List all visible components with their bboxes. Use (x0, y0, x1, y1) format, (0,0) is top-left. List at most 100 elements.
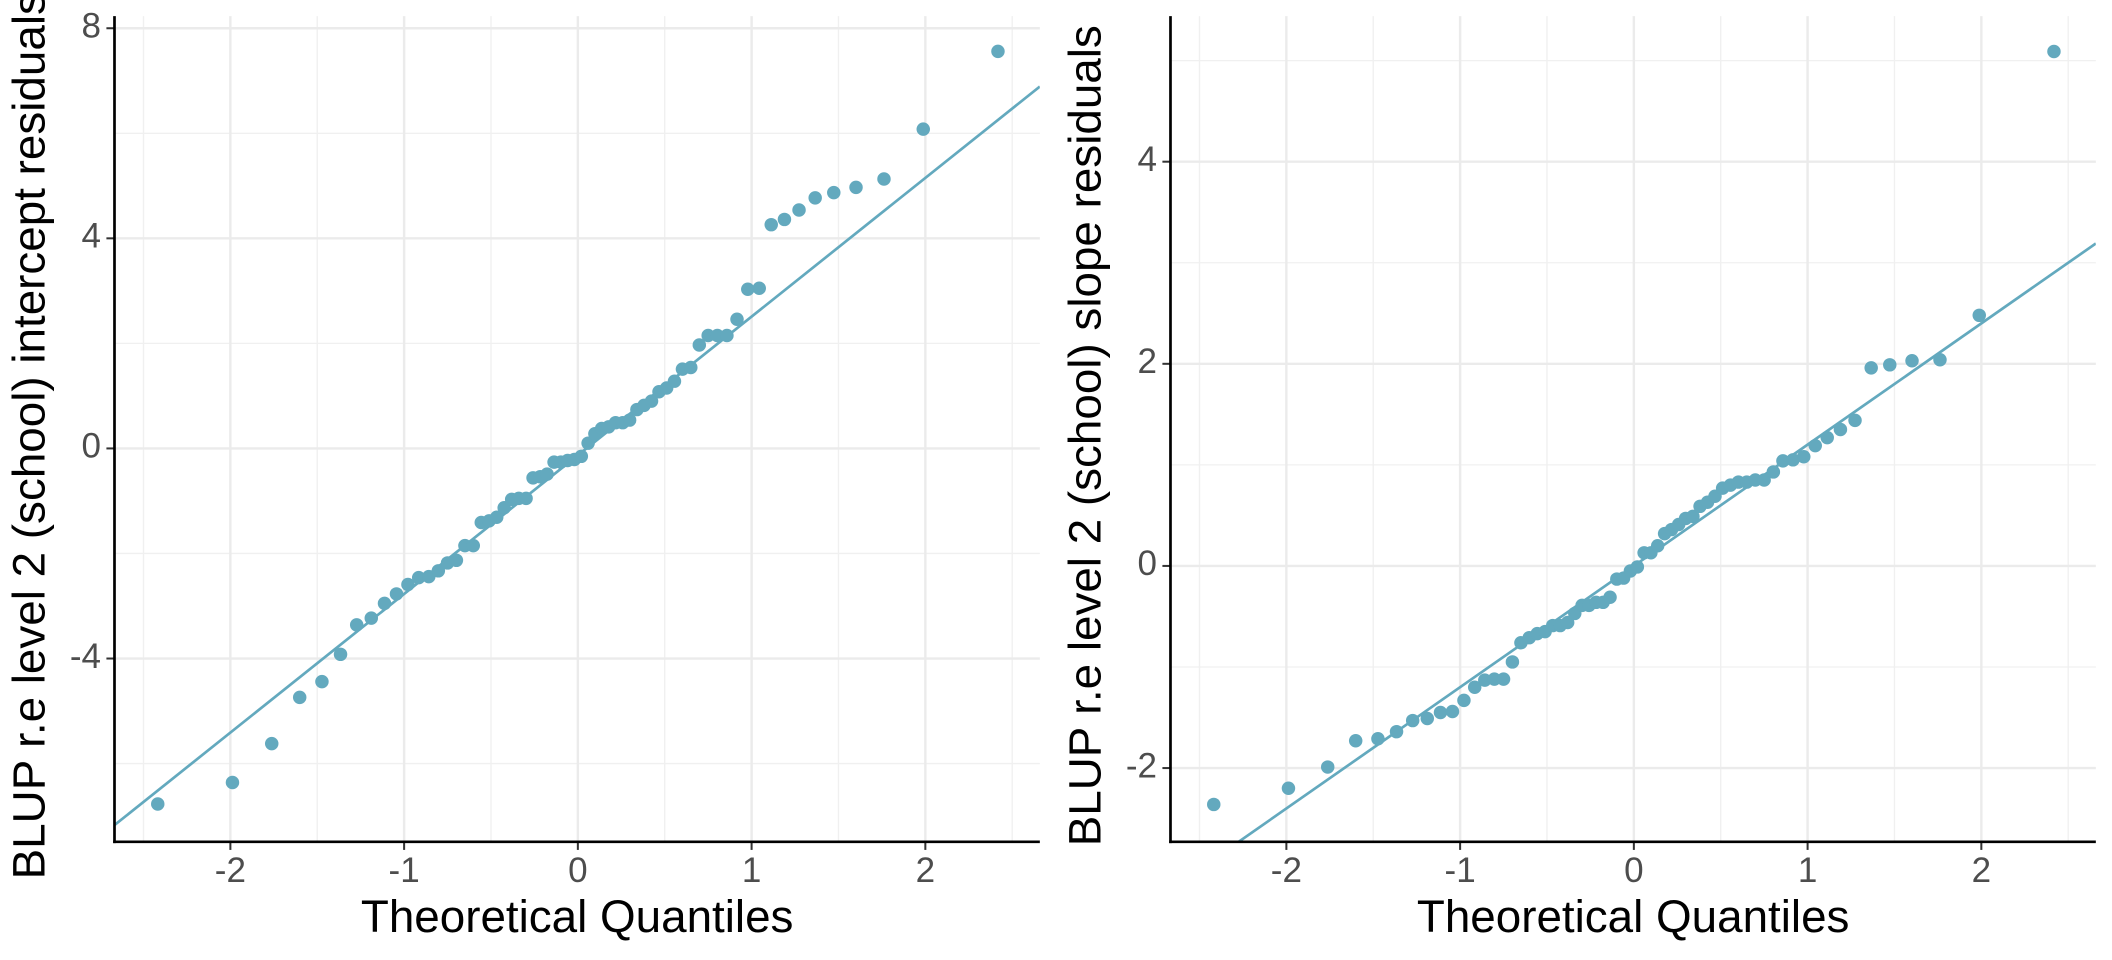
point (849, 180, 863, 195)
y-axis-title: BLUP r.e level 2 (school) slope residual… (1059, 25, 1110, 846)
point (315, 674, 329, 689)
y-tick-label: 2 (1138, 342, 1157, 381)
point (2047, 44, 2061, 59)
point (1883, 358, 1897, 372)
point (333, 647, 348, 662)
point (827, 185, 841, 200)
y-tick-label: 8 (82, 6, 101, 45)
point (1797, 450, 1811, 464)
point (1496, 672, 1511, 686)
point (1972, 308, 1986, 323)
point (489, 510, 504, 524)
point (777, 212, 792, 227)
point (377, 596, 392, 611)
point (1933, 353, 1947, 367)
point (1833, 422, 1848, 437)
point (1371, 732, 1385, 746)
point (1560, 615, 1575, 630)
y-tick-label: 0 (82, 427, 101, 466)
point (1420, 711, 1435, 726)
point (741, 282, 755, 297)
point (877, 172, 891, 186)
x-axis-title: Theoretical Quantiles (361, 891, 794, 942)
x-tick-label: -1 (1445, 851, 1476, 890)
x-tick-label: -1 (389, 851, 420, 890)
x-tick-label: 0 (568, 851, 587, 890)
point (730, 312, 744, 326)
x-tick-label: -2 (215, 851, 246, 890)
x-tick-label: 1 (742, 851, 761, 890)
point (1757, 473, 1771, 487)
point (264, 736, 279, 751)
point (916, 122, 930, 136)
point (411, 570, 426, 585)
x-tick-label: 2 (1972, 851, 1991, 890)
y-axis-title: BLUP r.e level 2 (school) intercept resi… (3, 0, 54, 879)
x-tick-label: 0 (1624, 851, 1643, 890)
point (720, 328, 734, 343)
point (622, 413, 637, 427)
point (225, 775, 240, 790)
point (401, 577, 415, 592)
point (792, 203, 806, 217)
point (1487, 672, 1502, 686)
point (389, 587, 404, 601)
point (519, 491, 533, 506)
point (581, 436, 595, 450)
point (752, 281, 766, 295)
point (1864, 361, 1878, 375)
point (1207, 797, 1221, 812)
point (684, 360, 698, 375)
point (1505, 655, 1520, 669)
y-tick-label: 4 (1138, 140, 1157, 179)
point (431, 564, 446, 578)
point (692, 338, 707, 352)
point (1686, 509, 1700, 524)
point (466, 538, 481, 553)
panel: -2 -1 0 1 2 -2 0 2 4 Theoretical Quantiles BLUP r.… (1059, 16, 2096, 942)
point (1281, 781, 1296, 796)
point (1650, 538, 1665, 553)
y-tick-label: -4 (70, 637, 101, 676)
point (1820, 430, 1834, 445)
x-tick-label: 2 (916, 851, 935, 890)
point (349, 618, 364, 632)
y-tick-label: -2 (1126, 746, 1157, 785)
point (1467, 680, 1482, 694)
point (1320, 760, 1335, 774)
point (151, 797, 165, 811)
point (292, 690, 307, 705)
point (449, 553, 464, 568)
point (1433, 705, 1448, 720)
point (991, 44, 1005, 59)
point (710, 328, 725, 343)
point (644, 394, 659, 408)
point (1848, 413, 1862, 428)
point (808, 191, 822, 205)
point (1766, 465, 1781, 479)
point (1776, 454, 1790, 468)
point (1808, 438, 1822, 453)
point (1457, 693, 1471, 708)
point (1786, 453, 1800, 467)
y-tick-label: 0 (1138, 544, 1157, 583)
point (1405, 713, 1420, 728)
point (667, 374, 682, 388)
x-tick-label: -2 (1271, 851, 1302, 890)
point (764, 217, 778, 232)
point (1630, 560, 1645, 574)
panel: -2 -1 0 1 2 -4 0 4 8 Theoretical Quantiles BLUP r.… (3, 0, 1040, 942)
point (701, 328, 715, 343)
point (574, 449, 589, 464)
point (1348, 734, 1363, 748)
point (1603, 590, 1617, 604)
x-axis-title: Theoretical Quantiles (1417, 891, 1850, 942)
point (1389, 724, 1404, 739)
point (540, 467, 554, 481)
point (1905, 354, 1919, 368)
y-tick-label: 4 (82, 217, 101, 256)
point (1445, 704, 1460, 719)
x-tick-label: 1 (1798, 851, 1817, 890)
